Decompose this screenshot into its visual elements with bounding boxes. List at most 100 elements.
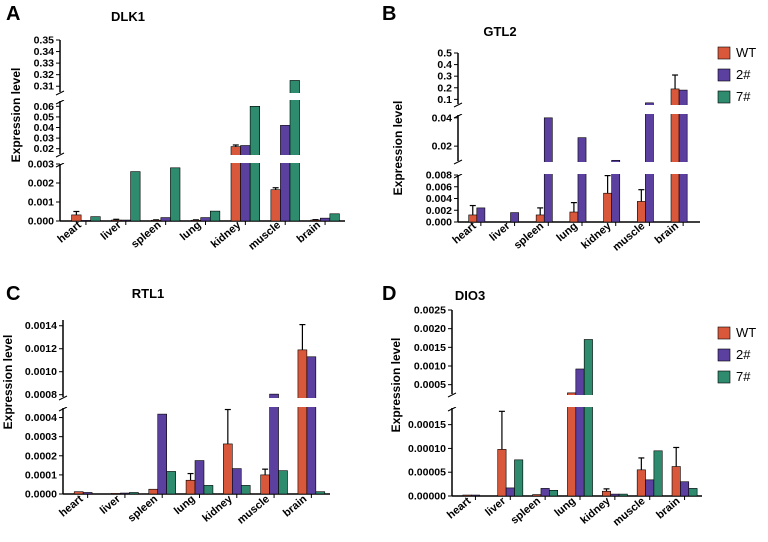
y-tick-label: 0.0020: [414, 323, 446, 335]
bar-2-lung: [575, 368, 585, 497]
bar-7-lung: [583, 339, 593, 497]
x-tick-label: heart: [450, 220, 479, 247]
x-tick-label: kidney: [579, 220, 614, 252]
bar-2-brain: [678, 89, 688, 223]
bar-WT-spleen: [535, 214, 545, 223]
y-tick-label: 0.31: [34, 81, 55, 93]
bar-7-lung: [203, 485, 214, 495]
legend-swatch: [717, 68, 731, 82]
x-tick-label: liver: [99, 219, 125, 243]
bar-2-liver: [510, 212, 519, 223]
y-tick-label: 0.33: [34, 58, 55, 70]
bar-WT-lung: [185, 479, 196, 495]
x-tick-label: spleen: [129, 219, 164, 251]
bar-7-kidney: [240, 485, 251, 495]
x-tick-label: kidney: [209, 219, 244, 251]
legend-label: 2#: [736, 67, 751, 82]
y-tick-label: 0.0008: [25, 389, 57, 401]
bar-WT-liver: [111, 219, 122, 222]
panel-letter: C: [6, 283, 20, 305]
y-tick-label: 0.004: [426, 193, 452, 205]
bar-2-heart: [476, 207, 486, 223]
axis-break-mark: [55, 90, 65, 96]
axis-break-gap: [62, 93, 347, 100]
bar-2-heart: [80, 220, 92, 222]
bar-2-kidney: [232, 468, 242, 495]
y-tick-label: 0.04: [34, 122, 55, 134]
legend-label: 2#: [736, 347, 751, 362]
bar-2-spleen: [540, 488, 550, 497]
legend-swatch: [717, 326, 731, 340]
legend-label: 7#: [736, 369, 751, 384]
bar-WT-muscle: [636, 201, 646, 223]
y-tick-label: 0.1: [437, 94, 452, 106]
bar-2-liver: [120, 219, 131, 222]
bar-2-liver: [505, 487, 515, 497]
bar-WT-kidney: [603, 192, 612, 223]
axis-break-gap: [460, 105, 702, 114]
x-tick-label: kidney: [200, 493, 235, 525]
y-tick-label: 0.2: [437, 82, 452, 94]
y-tick-label: 0.02: [432, 141, 453, 153]
bar-7-liver: [514, 459, 524, 497]
bar-2-brain: [306, 356, 317, 495]
x-tick-label: muscle: [235, 493, 272, 527]
bar-WT-liver: [497, 449, 507, 497]
bar-2-lung: [200, 217, 211, 222]
bar-2-brain: [680, 481, 690, 497]
y-tick-label: 0.001: [28, 197, 54, 209]
y-axis-label: Expression level: [1, 335, 15, 430]
bar-7-muscle: [278, 470, 288, 495]
bar-WT-spleen: [532, 494, 542, 497]
x-tick-label: brain: [654, 495, 683, 522]
y-tick-label: 0.0005: [414, 379, 446, 391]
bar-7-kidney: [618, 493, 628, 497]
y-tick-label: 0.34: [34, 46, 55, 58]
axis-break-mark: [453, 159, 463, 165]
bar-7-liver: [129, 492, 139, 495]
y-tick-label: 0.000: [28, 216, 54, 228]
x-tick-label: liver: [483, 495, 509, 519]
x-tick-label: lung: [172, 493, 198, 517]
x-tick-label: kidney: [578, 495, 613, 527]
axis-break-mark: [58, 395, 68, 401]
panel-c: C RTL1 Expression level 0.0000 0.0001 0.0002 0…: [1, 283, 332, 527]
y-tick-label: 0.00010: [408, 443, 446, 455]
y-tick-label: 0.32: [34, 69, 55, 81]
bar-7-spleen: [549, 489, 558, 497]
bar-WT-muscle: [636, 469, 646, 497]
bar-WT-heart: [462, 494, 472, 497]
bar-7-spleen: [166, 471, 176, 495]
bar-WT-heart: [73, 491, 84, 495]
bar-2-spleen: [160, 217, 171, 222]
bar-7-brain: [315, 491, 326, 495]
axis-break-mark: [453, 102, 463, 108]
y-tick-label: 0.35: [34, 35, 55, 47]
y-tick-label: 0.03: [34, 133, 55, 145]
y-tick-label: 0.008: [426, 170, 452, 182]
bar-WT-brain: [297, 349, 308, 495]
axis-break-gap: [65, 398, 332, 407]
y-tick-label: 0.0012: [25, 343, 57, 355]
y-axis-label: Expression level: [389, 338, 403, 433]
bar-WT-heart: [468, 214, 478, 223]
bar-2-spleen: [157, 413, 167, 495]
x-tick-label: lung: [552, 495, 578, 519]
x-tick-label: brain: [281, 493, 310, 520]
legend-swatch: [717, 370, 731, 384]
y-tick-label: 0.006: [426, 181, 452, 193]
panel-letter: A: [6, 3, 20, 25]
bar-2-heart: [470, 494, 480, 497]
bar-2-kidney: [611, 159, 621, 223]
axis-break-gap: [62, 155, 347, 163]
y-tick-label: 0.5: [437, 48, 452, 60]
y-tick-label: 0.00000: [408, 491, 446, 503]
axis-break-mark: [58, 406, 68, 412]
chart-title: RTL1: [132, 286, 165, 301]
bar-2-kidney: [610, 493, 620, 497]
y-tick-label: 0.4: [437, 59, 452, 71]
y-tick-label: 0.0001: [25, 469, 57, 481]
bar-WT-heart: [71, 214, 82, 222]
x-tick-label: spleen: [509, 495, 544, 527]
